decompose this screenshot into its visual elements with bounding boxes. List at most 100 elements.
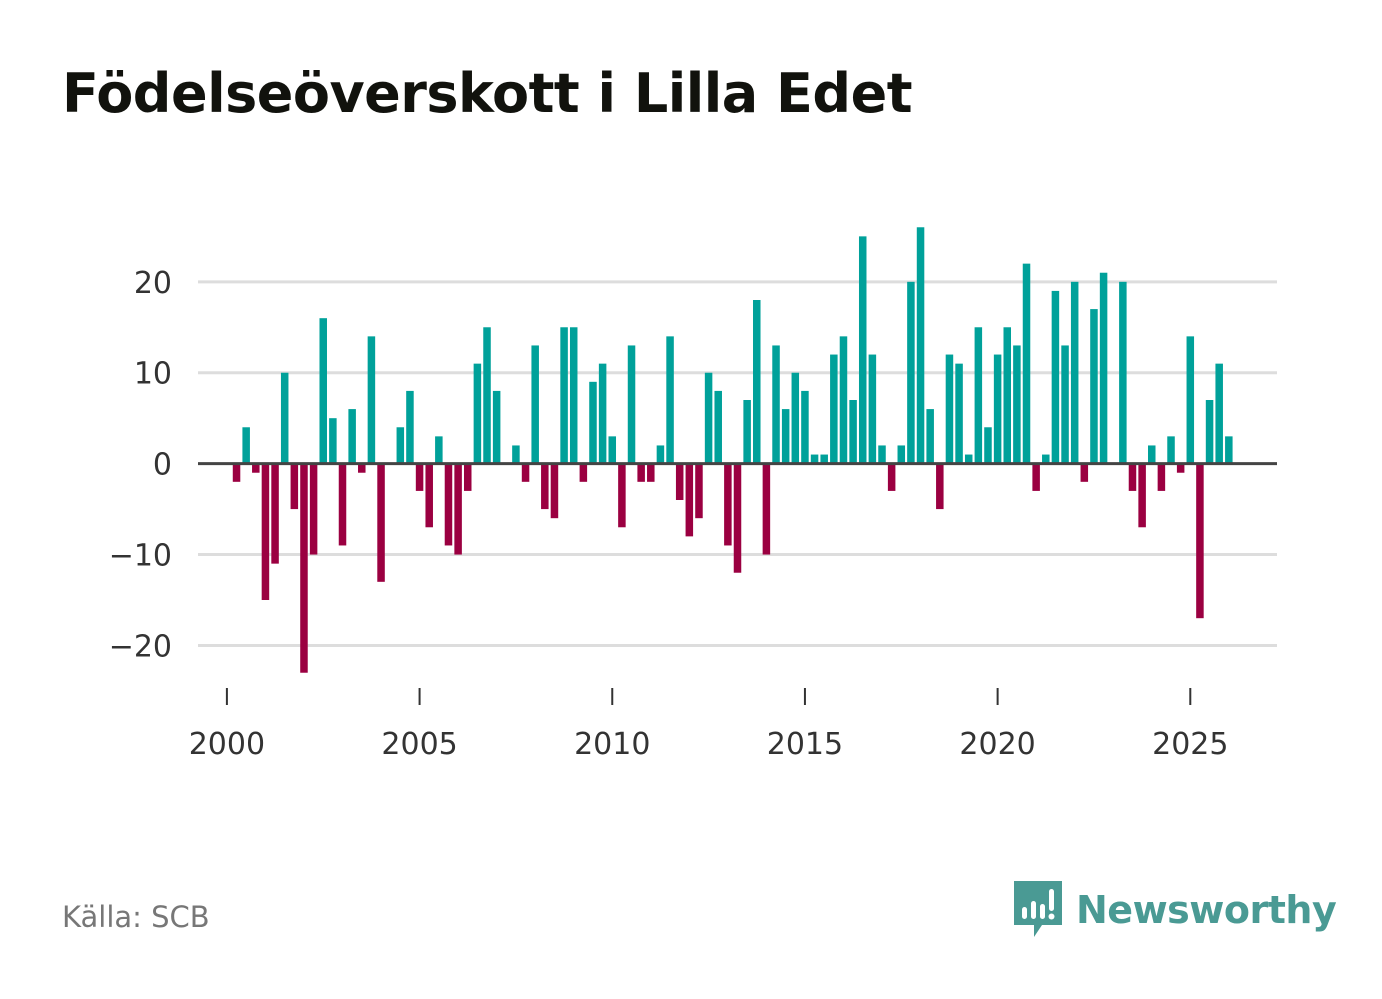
bar-positive xyxy=(329,418,337,464)
bar-positive xyxy=(1167,436,1175,464)
bar-positive xyxy=(367,336,376,464)
bar-positive xyxy=(589,381,597,464)
bar-positive xyxy=(1225,436,1233,464)
bar-positive xyxy=(791,372,800,464)
bar-positive xyxy=(492,390,501,464)
bar-positive xyxy=(396,427,405,464)
bar-negative xyxy=(618,463,626,528)
x-tick-label: 2000 xyxy=(189,727,265,762)
y-tick-label: 0 xyxy=(153,448,172,483)
bar-negative xyxy=(675,463,684,500)
bar-positive xyxy=(916,227,925,464)
bars xyxy=(232,227,1233,673)
chart-title: Födelseöverskott i Lilla Edet xyxy=(62,62,913,125)
bar-positive xyxy=(512,445,520,464)
bar-positive xyxy=(627,345,636,464)
bar-positive xyxy=(955,363,963,464)
bar-negative xyxy=(232,463,241,482)
newsworthy-logo-icon xyxy=(1014,881,1062,937)
bar-positive xyxy=(473,363,482,464)
bar-positive xyxy=(1090,309,1098,464)
bar-negative xyxy=(377,463,385,582)
source-note: Källa: SCB xyxy=(62,900,210,934)
y-tick-label: −10 xyxy=(109,539,172,574)
bar-positive xyxy=(531,345,539,464)
bar-negative xyxy=(1032,463,1040,491)
bar-negative xyxy=(1080,463,1089,482)
bar-positive xyxy=(435,436,443,464)
bar-positive xyxy=(984,427,992,464)
bar-negative xyxy=(338,463,347,546)
bar-positive xyxy=(839,336,848,464)
bar-negative xyxy=(724,463,732,546)
bar-positive xyxy=(858,236,867,464)
bar-negative xyxy=(1196,463,1204,619)
bar-positive xyxy=(608,436,617,464)
bar-positive xyxy=(1099,272,1108,464)
bar-positive xyxy=(1186,336,1195,464)
bar-positive xyxy=(483,327,491,464)
bar-negative xyxy=(415,463,424,491)
bar-negative xyxy=(695,463,703,519)
bar-negative xyxy=(637,463,645,482)
bar-positive xyxy=(1070,281,1079,464)
bar-negative xyxy=(762,463,771,555)
bar-positive xyxy=(1205,400,1214,464)
bar-negative xyxy=(647,463,655,482)
bar-positive xyxy=(868,354,877,464)
y-tick-label: −20 xyxy=(109,629,172,664)
bar-negative xyxy=(1128,463,1137,491)
bar-positive xyxy=(406,390,414,464)
x-tick-label: 2015 xyxy=(767,727,843,762)
brand-name: Newsworthy xyxy=(1076,888,1337,932)
bar-positive xyxy=(820,454,828,464)
bar-positive xyxy=(1051,290,1060,464)
bar-positive xyxy=(753,300,761,464)
y-tick-label: 20 xyxy=(134,266,172,301)
bar-negative xyxy=(521,463,530,482)
bar-negative xyxy=(300,463,308,673)
bar-negative xyxy=(685,463,694,537)
bar-negative xyxy=(1138,463,1146,528)
x-tick-label: 2020 xyxy=(959,727,1035,762)
bar-positive xyxy=(945,354,954,464)
bar-positive xyxy=(348,409,356,464)
bar-positive xyxy=(1022,263,1031,464)
bar-negative xyxy=(290,463,299,510)
bar-negative xyxy=(1176,463,1185,473)
bar-positive xyxy=(560,327,568,464)
bar-positive xyxy=(830,354,838,464)
bar-positive xyxy=(280,372,289,464)
bar-positive xyxy=(1215,363,1223,464)
brand-logo[interactable]: Newsworthy xyxy=(1012,878,1337,942)
bar-positive xyxy=(993,354,1002,464)
bar-positive xyxy=(1003,327,1011,464)
bar-negative xyxy=(444,463,453,546)
bar-negative xyxy=(733,463,742,573)
bar-positive xyxy=(878,445,886,464)
bar-positive xyxy=(907,281,915,464)
bar-negative xyxy=(358,463,366,473)
bar-positive xyxy=(1061,345,1069,464)
x-tick-label: 2005 xyxy=(381,727,457,762)
bar-negative xyxy=(550,463,559,519)
bar-negative xyxy=(887,463,896,491)
bar-positive xyxy=(801,390,809,464)
bar-negative xyxy=(1157,463,1166,491)
bar-positive xyxy=(598,363,607,464)
bar-positive xyxy=(974,327,983,464)
bar-positive xyxy=(781,409,790,464)
x-tick-label: 2010 xyxy=(574,727,650,762)
bar-positive xyxy=(1119,281,1127,464)
bar-negative xyxy=(541,463,549,510)
bar-positive xyxy=(1042,454,1050,464)
bar-positive xyxy=(810,454,819,464)
bar-positive xyxy=(926,409,934,464)
bar-negative xyxy=(463,463,472,491)
bar-negative xyxy=(936,463,944,510)
bar-positive xyxy=(704,372,713,464)
bar-negative xyxy=(252,463,260,473)
bar-positive xyxy=(656,445,665,464)
